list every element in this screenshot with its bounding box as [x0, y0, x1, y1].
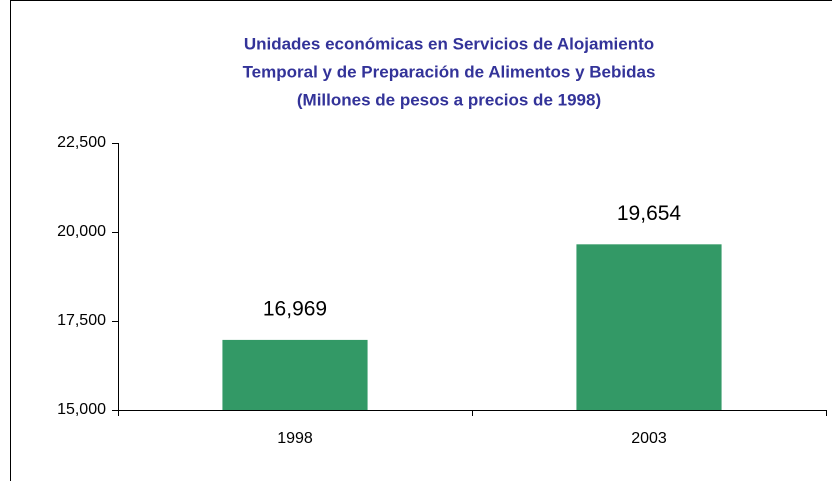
y-tick-label: 15,000	[57, 401, 106, 418]
x-tick-label: 2003	[631, 430, 667, 447]
bar	[222, 339, 368, 410]
chart-frame	[10, 0, 832, 481]
x-tick-label: 1998	[277, 430, 313, 447]
chart-title: Unidades económicas en Servicios de Aloj…	[244, 34, 654, 53]
y-tick-label: 22,500	[57, 134, 106, 151]
bar	[576, 244, 722, 410]
data-label: 16,969	[263, 297, 327, 320]
data-label: 19,654	[617, 202, 682, 225]
chart-title: Temporal y de Preparación de Alimentos y…	[243, 62, 656, 81]
y-tick-label: 20,000	[57, 223, 106, 240]
chart-title: (Millones de pesos a precios de 1998)	[297, 90, 601, 109]
y-tick-label: 17,500	[57, 312, 106, 329]
